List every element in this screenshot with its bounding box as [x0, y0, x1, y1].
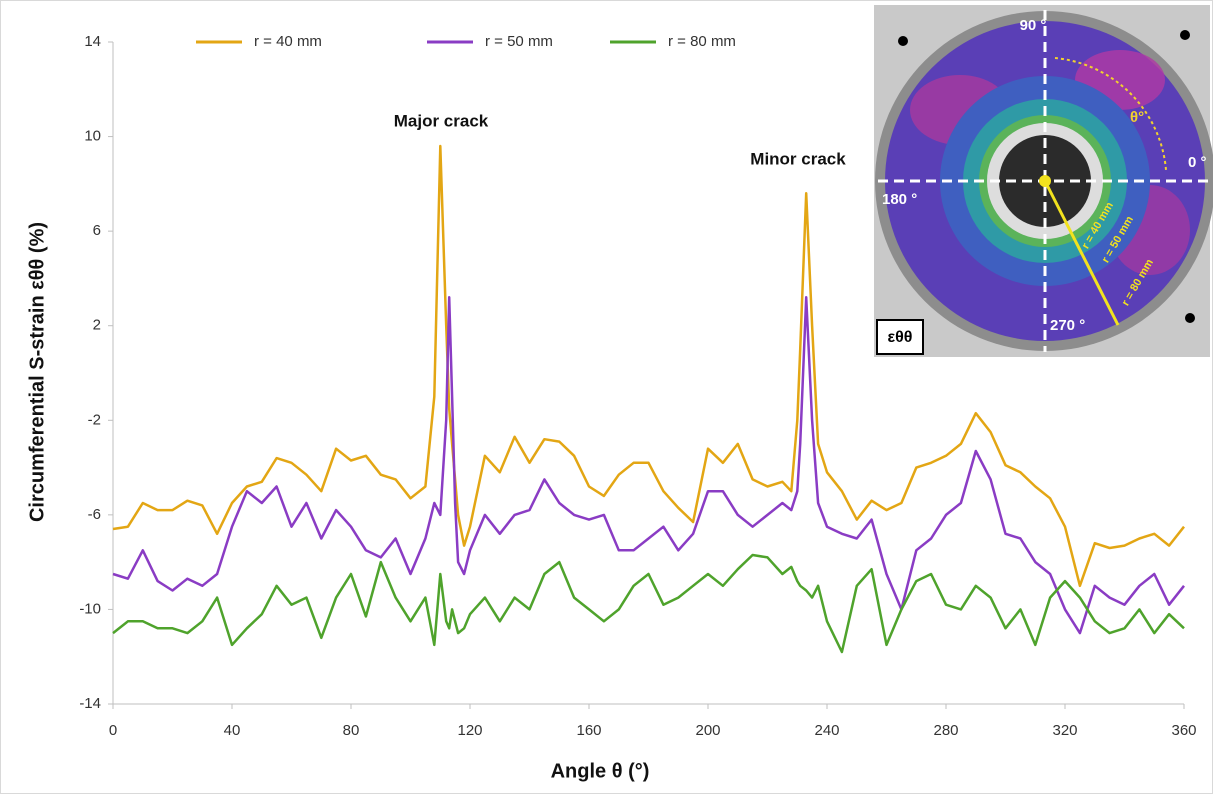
- y-tick-label: 6: [93, 222, 101, 239]
- x-tick-label: 240: [814, 722, 839, 739]
- marker-dot: [1185, 313, 1195, 323]
- inset-label: 180 °: [882, 191, 917, 208]
- legend-label: r = 50 mm: [485, 33, 553, 50]
- symbol-label: εθθ: [888, 329, 913, 346]
- legend-label: r = 80 mm: [668, 33, 736, 50]
- x-tick-label: 360: [1171, 722, 1196, 739]
- theta-arc: [1054, 57, 1167, 171]
- y-axis-title: Circumferential S-strain εθθ (%): [26, 222, 48, 522]
- series-line: [112, 144, 1185, 588]
- x-axis-title: Angle θ (°): [551, 760, 650, 782]
- symbol-box: [876, 319, 924, 355]
- marker-dot: [1180, 30, 1190, 40]
- radius-line: [1043, 180, 1120, 326]
- series-line: [112, 296, 1185, 635]
- inset-label: θ°: [1130, 109, 1144, 126]
- x-tick-label: 120: [457, 722, 482, 739]
- x-tick-label: 200: [695, 722, 720, 739]
- x-tick-label: 320: [1052, 722, 1077, 739]
- marker-dot: [898, 36, 908, 46]
- inset-label: 270 °: [1050, 317, 1085, 334]
- y-tick-label: -14: [79, 695, 101, 712]
- x-tick-label: 0: [109, 722, 117, 739]
- annotation: Minor crack: [750, 149, 846, 168]
- x-tick-label: 80: [343, 722, 360, 739]
- y-tick-label: 14: [84, 33, 101, 50]
- y-tick-label: -2: [88, 411, 101, 428]
- legend-label: r = 40 mm: [254, 33, 322, 50]
- inset-image: 90 ° 0 ° 180 ° 270 ° θ° r = 40 mm r = 50…: [874, 5, 1213, 357]
- y-tick-label: -10: [79, 600, 101, 617]
- inset-label: 90 °: [1020, 17, 1047, 34]
- inset-label: 0 °: [1188, 154, 1207, 171]
- annotation: Major crack: [394, 111, 489, 130]
- y-tick-label: 10: [84, 128, 101, 145]
- x-tick-label: 40: [224, 722, 241, 739]
- center-dot: [1039, 175, 1051, 187]
- series-line: [112, 553, 1185, 654]
- y-tick-label: -6: [88, 506, 101, 523]
- x-tick-label: 280: [933, 722, 958, 739]
- x-tick-label: 160: [576, 722, 601, 739]
- y-tick-label: 2: [93, 317, 101, 334]
